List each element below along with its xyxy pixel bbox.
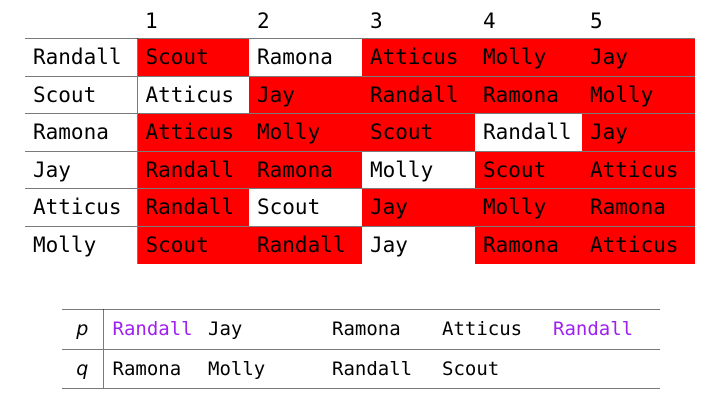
sequence-table-body: p Randall Jay Ramona Atticus Randall q Ramona Mo… xyxy=(62,309,660,389)
preference-cell-highlighted: Jay xyxy=(582,38,695,76)
preference-cell-highlighted: Ramona xyxy=(475,225,582,264)
preference-cell-highlighted: Jay xyxy=(582,113,695,151)
rank-header-5: 5 xyxy=(590,9,603,33)
sequence-row: p Randall Jay Ramona Atticus Randall xyxy=(62,309,660,349)
preference-cell-highlighted: Molly xyxy=(582,75,695,114)
preference-cell: Atticus xyxy=(137,75,249,114)
preference-cell-highlighted: Molly xyxy=(249,113,362,151)
rank-header-3: 3 xyxy=(370,9,383,33)
sequence-cell: Molly xyxy=(199,348,323,389)
sequence-cell: Ramona xyxy=(103,348,199,389)
preference-table: Randall Scout Ramona Atticus Molly Jay Scout At… xyxy=(25,38,695,264)
preference-cell-highlighted: Jay xyxy=(362,188,475,226)
preference-cell-highlighted: Molly xyxy=(475,38,582,76)
row-header-name: Atticus xyxy=(25,188,138,226)
sequence-row: q Ramona Molly Randall Scout xyxy=(62,348,660,389)
preference-cell-highlighted: Randall xyxy=(249,225,362,264)
preference-cell-highlighted: Atticus xyxy=(362,38,475,76)
sequence-table: p Randall Jay Ramona Atticus Randall q Ramona Mo… xyxy=(62,309,660,389)
preference-cell-highlighted: Randall xyxy=(137,150,249,189)
row-header-name: Jay xyxy=(25,150,138,189)
rank-header-2: 2 xyxy=(257,9,270,33)
preference-cell-highlighted: Ramona xyxy=(249,150,362,189)
preference-cell-highlighted: Scout xyxy=(475,150,582,189)
preference-row: Molly Scout Randall Jay Ramona Atticus xyxy=(25,225,695,264)
sequence-cell: Atticus xyxy=(433,309,544,349)
preference-row: Atticus Randall Scout Jay Molly Ramona xyxy=(25,188,695,226)
sequence-section: p Randall Jay Ramona Atticus Randall q Ramona Mo… xyxy=(62,309,660,389)
preference-cell-highlighted: Atticus xyxy=(137,113,249,151)
preference-cell-highlighted: Molly xyxy=(475,188,582,226)
preference-cell-highlighted: Scout xyxy=(137,38,249,76)
rank-header-1: 1 xyxy=(145,9,158,33)
sequence-row-label: p xyxy=(62,309,104,349)
preference-cell: Jay xyxy=(362,225,475,264)
preference-cell-highlighted: Ramona xyxy=(475,75,582,114)
preference-table-body: Randall Scout Ramona Atticus Molly Jay Scout At… xyxy=(25,38,695,264)
preference-cell: Scout xyxy=(249,188,362,226)
sequence-cell-special: Randall xyxy=(544,309,660,349)
preference-cell: Randall xyxy=(475,113,582,151)
sequence-cell: Ramona xyxy=(323,309,433,349)
preference-cell-highlighted: Randall xyxy=(137,188,249,226)
preference-row: Randall Scout Ramona Atticus Molly Jay xyxy=(25,38,695,76)
sequence-cell-special: Randall xyxy=(103,309,199,349)
preference-cell-highlighted: Randall xyxy=(362,75,475,114)
preference-cell-highlighted: Scout xyxy=(137,225,249,264)
row-header-name: Molly xyxy=(25,225,138,264)
preference-row: Ramona Atticus Molly Scout Randall Jay xyxy=(25,113,695,151)
preference-cell-highlighted: Jay xyxy=(249,75,362,114)
row-header-name: Ramona xyxy=(25,113,138,151)
preference-cell-highlighted: Atticus xyxy=(582,225,695,264)
preference-row: Scout Atticus Jay Randall Ramona Molly xyxy=(25,75,695,114)
preference-cell: Molly xyxy=(362,150,475,189)
sequence-cell: Randall xyxy=(323,348,433,389)
row-header-name: Randall xyxy=(25,38,138,76)
preference-row: Jay Randall Ramona Molly Scout Atticus xyxy=(25,150,695,189)
row-header-name: Scout xyxy=(25,75,138,114)
preference-cell: Ramona xyxy=(249,38,362,76)
preference-cell-highlighted: Atticus xyxy=(582,150,695,189)
sequence-cell: Jay xyxy=(199,309,323,349)
rank-column-headers: 1 2 3 4 5 xyxy=(25,4,695,38)
preference-matrix: 1 2 3 4 5 Randall Scout Ramona Atticus Molly… xyxy=(25,4,695,264)
sequence-cell xyxy=(544,348,660,389)
sequence-cell: Scout xyxy=(433,348,544,389)
sequence-row-label: q xyxy=(62,348,104,389)
preference-cell-highlighted: Ramona xyxy=(582,188,695,226)
rank-header-4: 4 xyxy=(483,9,496,33)
preference-cell-highlighted: Scout xyxy=(362,113,475,151)
